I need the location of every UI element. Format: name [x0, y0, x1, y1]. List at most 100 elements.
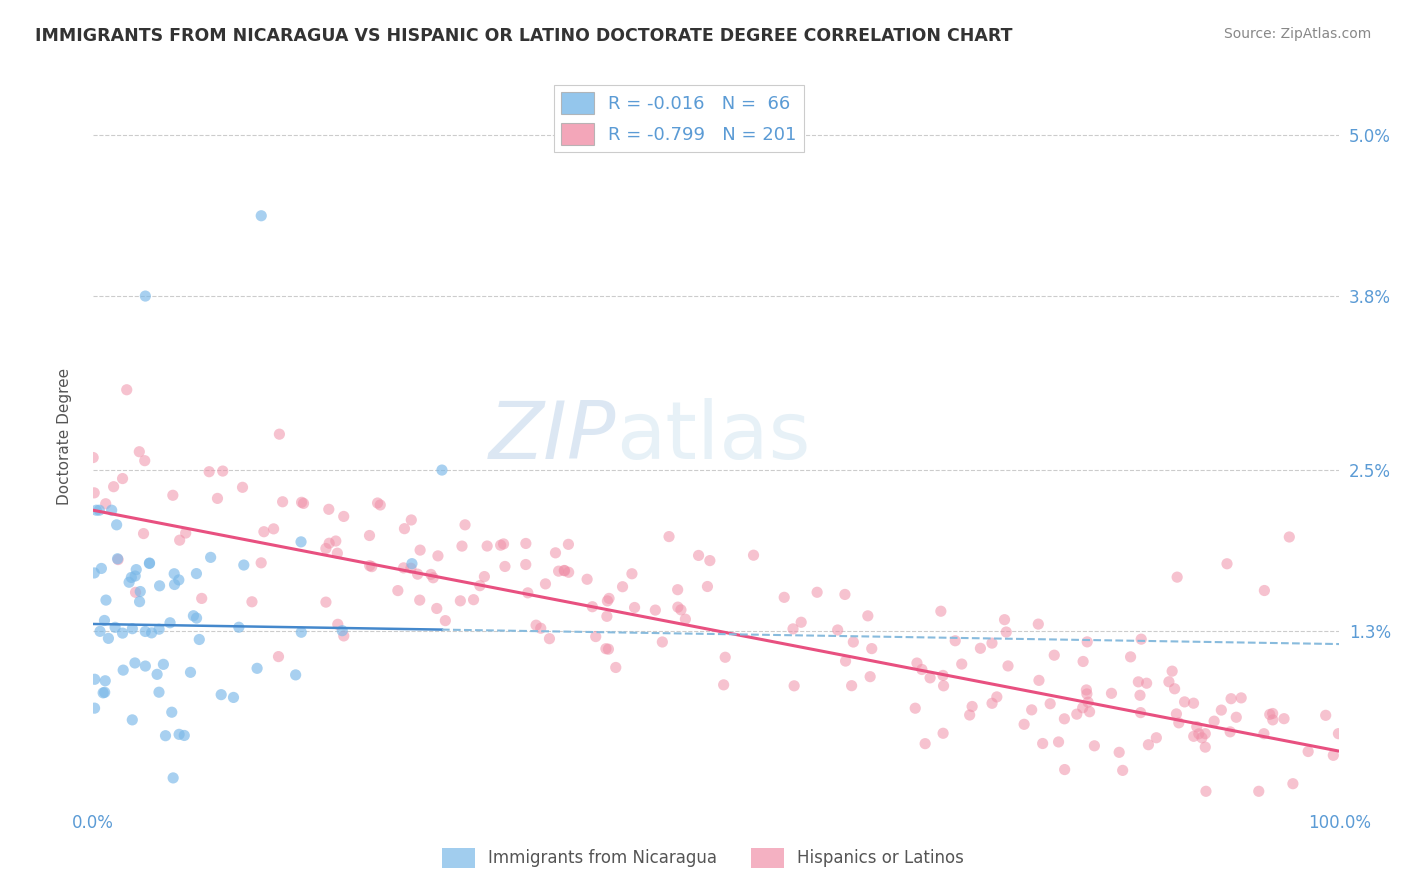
Point	[1028, 673, 1050, 688]
Point	[222, 690, 245, 705]
Point	[1261, 706, 1284, 721]
Point	[554, 564, 576, 578]
Point	[1053, 763, 1076, 777]
Point	[713, 678, 735, 692]
Point	[1066, 707, 1088, 722]
Point	[1076, 682, 1098, 697]
Point	[318, 502, 340, 516]
Point	[666, 582, 689, 597]
Point	[1194, 740, 1216, 755]
Point	[434, 614, 457, 628]
Point	[174, 526, 197, 541]
Point	[332, 629, 354, 643]
Point	[292, 496, 315, 510]
Point	[105, 517, 128, 532]
Point	[696, 580, 718, 594]
Point	[474, 569, 496, 583]
Point	[124, 585, 146, 599]
Point	[134, 659, 156, 673]
Point	[620, 566, 643, 581]
Point	[290, 534, 312, 549]
Point	[841, 679, 863, 693]
Point	[269, 427, 291, 442]
Point	[326, 617, 349, 632]
Point	[1129, 706, 1152, 720]
Point	[806, 585, 828, 599]
Point	[125, 563, 148, 577]
Point	[1119, 649, 1142, 664]
Point	[1219, 724, 1241, 739]
Point	[104, 620, 127, 634]
Point	[515, 558, 537, 572]
Point	[367, 496, 389, 510]
Point	[1188, 727, 1211, 741]
Point	[1026, 617, 1049, 632]
Point	[422, 571, 444, 585]
Point	[93, 614, 115, 628]
Point	[1012, 717, 1035, 731]
Point	[557, 537, 579, 551]
Point	[1128, 674, 1150, 689]
Point	[666, 600, 689, 615]
Point	[1136, 676, 1159, 690]
Point	[406, 567, 429, 582]
Point	[401, 513, 423, 527]
Point	[419, 567, 441, 582]
Point	[332, 509, 354, 524]
Point	[530, 621, 553, 635]
Point	[1174, 695, 1197, 709]
Point	[1078, 705, 1101, 719]
Point	[111, 471, 134, 485]
Point	[1043, 648, 1066, 663]
Point	[138, 556, 160, 570]
Point	[932, 726, 955, 740]
Point	[152, 657, 174, 672]
Point	[842, 635, 865, 649]
Point	[148, 622, 170, 636]
Point	[409, 593, 432, 607]
Point	[1077, 695, 1099, 709]
Point	[246, 661, 269, 675]
Point	[1182, 729, 1205, 743]
Point	[986, 690, 1008, 704]
Point	[932, 668, 955, 682]
Point	[368, 498, 391, 512]
Point	[1163, 681, 1185, 696]
Point	[271, 495, 294, 509]
Point	[950, 657, 973, 671]
Point	[669, 603, 692, 617]
Point	[1101, 686, 1123, 700]
Point	[1166, 570, 1188, 584]
Point	[623, 600, 645, 615]
Point	[392, 561, 415, 575]
Point	[250, 209, 273, 223]
Point	[905, 656, 928, 670]
Point	[595, 641, 617, 656]
Point	[914, 737, 936, 751]
Point	[451, 539, 474, 553]
Point	[515, 536, 537, 550]
Point	[401, 557, 423, 571]
Point	[399, 561, 422, 575]
Text: IMMIGRANTS FROM NICARAGUA VS HISPANIC OR LATINO DOCTORATE DEGREE CORRELATION CHA: IMMIGRANTS FROM NICARAGUA VS HISPANIC OR…	[35, 27, 1012, 45]
Point	[492, 537, 515, 551]
Point	[186, 566, 208, 581]
Point	[94, 593, 117, 607]
Point	[773, 591, 796, 605]
Point	[121, 713, 143, 727]
Point	[581, 599, 603, 614]
Point	[658, 530, 681, 544]
Point	[742, 548, 765, 562]
Point	[1253, 583, 1275, 598]
Point	[200, 550, 222, 565]
Point	[605, 660, 627, 674]
Point	[651, 635, 673, 649]
Point	[1083, 739, 1105, 753]
Point	[1211, 703, 1233, 717]
Point	[179, 665, 201, 680]
Point	[644, 603, 666, 617]
Point	[489, 538, 512, 552]
Point	[89, 624, 111, 639]
Point	[128, 595, 150, 609]
Point	[103, 480, 125, 494]
